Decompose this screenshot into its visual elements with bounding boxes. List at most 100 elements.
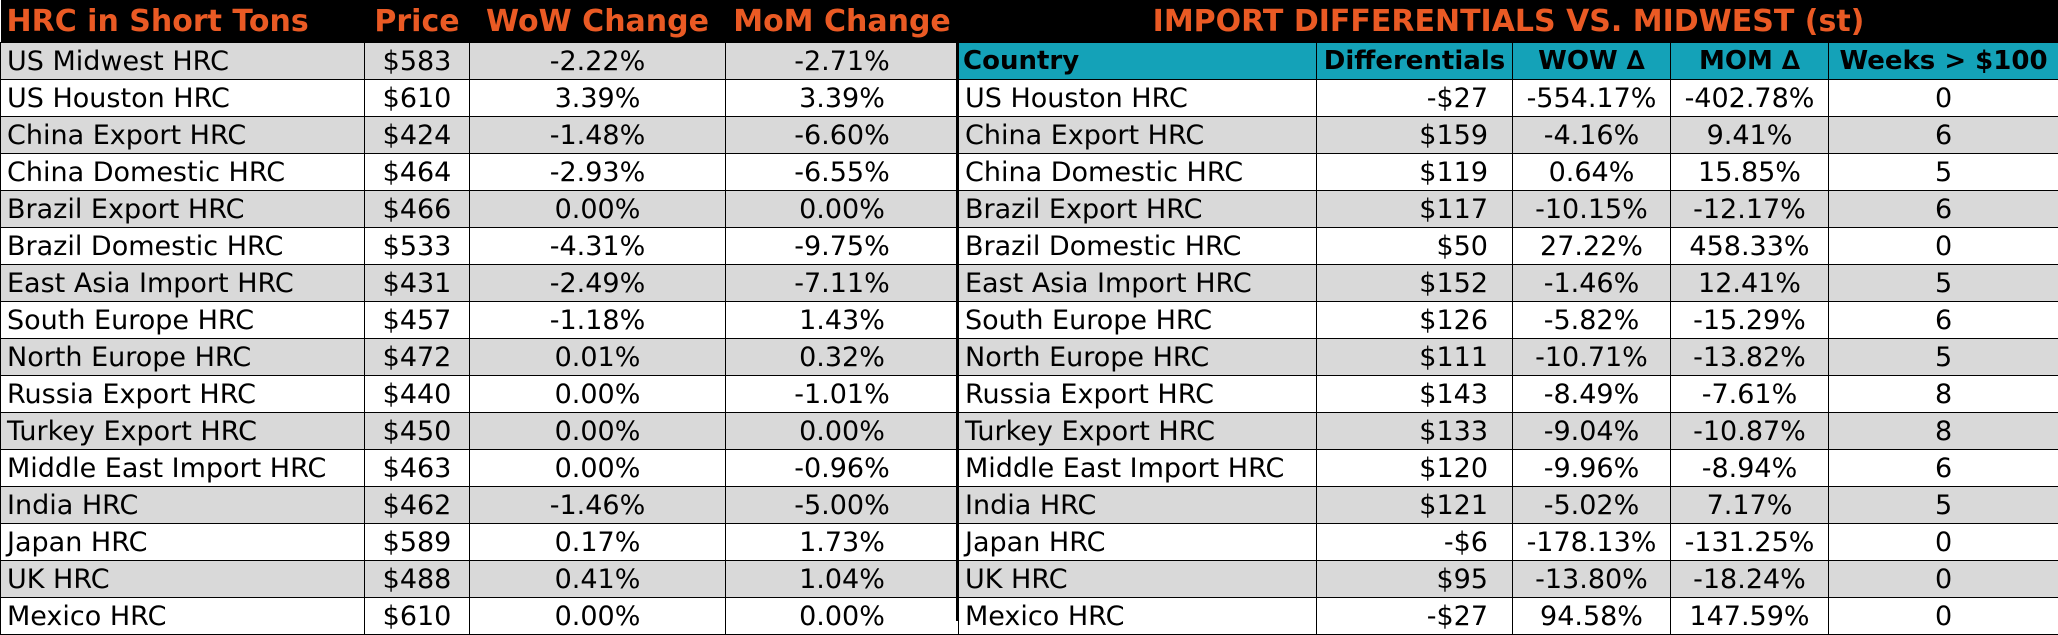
hrc-name-cell: India HRC (1, 487, 365, 524)
price-cell: $463 (365, 450, 470, 487)
differential-cell: $117 (1317, 191, 1513, 228)
weeks-over-100-cell: 6 (1829, 450, 2058, 487)
wow-change-cell: 0.01% (470, 339, 726, 376)
import-differentials-title: IMPORT DIFFERENTIALS VS. MIDWEST (st) (959, 0, 2058, 43)
wow-change-cell: 0.00% (470, 376, 726, 413)
mom-delta-cell: -402.78% (1671, 80, 1829, 117)
table-row: Brazil Domestic HRC$533-4.31%-9.75% (1, 228, 959, 265)
country-cell: South Europe HRC (959, 302, 1317, 339)
mom-delta-cell: -131.25% (1671, 524, 1829, 561)
hrc-name-cell: Middle East Import HRC (1, 450, 365, 487)
table-row: UK HRC$95-13.80%-18.24%0 (959, 561, 2058, 598)
col-header-wow: WoW Change (470, 0, 726, 43)
hrc-name-cell: Japan HRC (1, 524, 365, 561)
country-cell: East Asia Import HRC (959, 265, 1317, 302)
weeks-over-100-cell: 0 (1829, 561, 2058, 598)
mom-change-cell: 0.00% (726, 598, 959, 635)
mom-delta-cell: 458.33% (1671, 228, 1829, 265)
price-cell: $610 (365, 80, 470, 117)
wow-change-cell: -2.22% (470, 43, 726, 80)
price-cell: $431 (365, 265, 470, 302)
price-cell: $450 (365, 413, 470, 450)
hrc-price-table: HRC in Short Tons Price WoW Change MoM C… (0, 0, 959, 635)
wow-delta-cell: -1.46% (1513, 265, 1671, 302)
weeks-over-100-cell: 6 (1829, 302, 2058, 339)
country-cell: China Domestic HRC (959, 154, 1317, 191)
weeks-over-100-cell: 0 (1829, 228, 2058, 265)
table-row: China Domestic HRC$464-2.93%-6.55% (1, 154, 959, 191)
wow-delta-cell: -9.04% (1513, 413, 1671, 450)
hrc-name-cell: US Houston HRC (1, 80, 365, 117)
wow-delta-cell: -4.16% (1513, 117, 1671, 154)
mom-delta-cell: -10.87% (1671, 413, 1829, 450)
weeks-over-100-cell: 6 (1829, 117, 2058, 154)
differential-cell: $133 (1317, 413, 1513, 450)
table-row: China Export HRC$424-1.48%-6.60% (1, 117, 959, 154)
mom-delta-cell: 7.17% (1671, 487, 1829, 524)
differential-cell: $159 (1317, 117, 1513, 154)
mom-change-cell: -5.00% (726, 487, 959, 524)
weeks-over-100-cell: 5 (1829, 487, 2058, 524)
differential-cell: $121 (1317, 487, 1513, 524)
country-cell: Brazil Domestic HRC (959, 228, 1317, 265)
hrc-name-cell: China Domestic HRC (1, 154, 365, 191)
left-header-row: HRC in Short Tons Price WoW Change MoM C… (1, 0, 959, 43)
mom-change-cell: 0.00% (726, 191, 959, 228)
price-cell: $488 (365, 561, 470, 598)
differential-cell: -$27 (1317, 598, 1513, 635)
differential-cell: $152 (1317, 265, 1513, 302)
table-row: Turkey Export HRC$133-9.04%-10.87%8 (959, 413, 2058, 450)
wow-change-cell: 0.00% (470, 598, 726, 635)
country-cell: UK HRC (959, 561, 1317, 598)
hrc-name-cell: UK HRC (1, 561, 365, 598)
col-header-weeks-over-100: Weeks > $100 (1829, 43, 2058, 80)
table-row: East Asia Import HRC$152-1.46%12.41%5 (959, 265, 2058, 302)
country-cell: Brazil Export HRC (959, 191, 1317, 228)
mom-delta-cell: 147.59% (1671, 598, 1829, 635)
hrc-name-cell: East Asia Import HRC (1, 265, 365, 302)
mom-delta-cell: -7.61% (1671, 376, 1829, 413)
differential-cell: $143 (1317, 376, 1513, 413)
country-cell: India HRC (959, 487, 1317, 524)
price-cell: $462 (365, 487, 470, 524)
table-row: Middle East Import HRC$120-9.96%-8.94%6 (959, 450, 2058, 487)
table-row: South Europe HRC$457-1.18%1.43% (1, 302, 959, 339)
wow-change-cell: 3.39% (470, 80, 726, 117)
table-row: Russia Export HRC$143-8.49%-7.61%8 (959, 376, 2058, 413)
mom-change-cell: 0.32% (726, 339, 959, 376)
table-row: India HRC$462-1.46%-5.00% (1, 487, 959, 524)
import-differentials-table: IMPORT DIFFERENTIALS VS. MIDWEST (st) Co… (958, 0, 2058, 635)
table-row: East Asia Import HRC$431-2.49%-7.11% (1, 265, 959, 302)
col-header-hrc: HRC in Short Tons (1, 0, 365, 43)
wow-change-cell: -2.49% (470, 265, 726, 302)
hrc-name-cell: Turkey Export HRC (1, 413, 365, 450)
hrc-name-cell: Russia Export HRC (1, 376, 365, 413)
price-cell: $457 (365, 302, 470, 339)
differential-cell: $119 (1317, 154, 1513, 191)
hrc-name-cell: Brazil Domestic HRC (1, 228, 365, 265)
wow-delta-cell: -554.17% (1513, 80, 1671, 117)
col-header-country: Country (959, 43, 1317, 80)
weeks-over-100-cell: 5 (1829, 339, 2058, 376)
weeks-over-100-cell: 8 (1829, 413, 2058, 450)
wow-delta-cell: -13.80% (1513, 561, 1671, 598)
col-header-wow-delta: WOW ∆ (1513, 43, 1671, 80)
price-cell: $533 (365, 228, 470, 265)
mom-delta-cell: -15.29% (1671, 302, 1829, 339)
mom-change-cell: -7.11% (726, 265, 959, 302)
wow-delta-cell: -5.02% (1513, 487, 1671, 524)
hrc-tables: HRC in Short Tons Price WoW Change MoM C… (0, 0, 2058, 621)
differential-cell: -$27 (1317, 80, 1513, 117)
mom-delta-cell: -18.24% (1671, 561, 1829, 598)
right-subheader-row: Country Differentials WOW ∆ MOM ∆ Weeks … (959, 43, 2058, 80)
